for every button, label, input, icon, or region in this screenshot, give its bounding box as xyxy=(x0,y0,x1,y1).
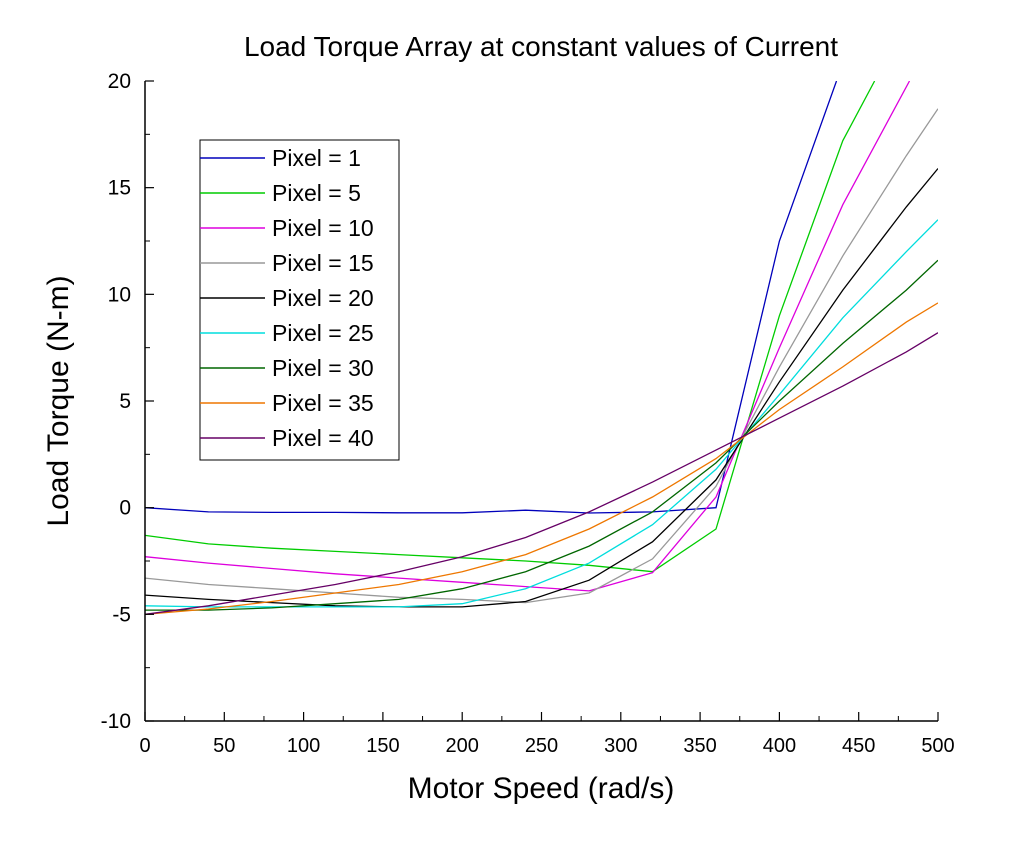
legend-label: Pixel = 20 xyxy=(272,285,374,311)
x-tick-label: 300 xyxy=(604,735,637,757)
y-tick-label: 20 xyxy=(108,70,131,93)
x-tick-label: 350 xyxy=(683,735,716,757)
x-tick-label: 150 xyxy=(366,735,399,757)
chart-title: Load Torque Array at constant values of … xyxy=(244,31,838,62)
series-line-9 xyxy=(145,332,938,615)
y-tick-label: 5 xyxy=(119,390,131,413)
x-tick-label: 500 xyxy=(921,735,954,757)
y-tick-label: 0 xyxy=(119,497,131,520)
legend-label: Pixel = 5 xyxy=(272,180,361,206)
legend-label: Pixel = 35 xyxy=(272,390,374,416)
series-layer xyxy=(145,81,938,615)
legend-label: Pixel = 30 xyxy=(272,355,374,381)
axes-layer: 0 50 100 150 200 250 300 350 400 450 500 -10 -5 0 5 10 1… xyxy=(101,70,955,757)
legend-label: Pixel = 15 xyxy=(272,250,374,276)
x-tick-label: 400 xyxy=(763,735,796,757)
series-line-5 xyxy=(145,168,938,608)
series-line-2 xyxy=(145,81,876,573)
y-tick-label: -10 xyxy=(101,710,131,733)
legend-label: Pixel = 1 xyxy=(272,145,361,171)
legend-label: Pixel = 25 xyxy=(272,320,374,346)
x-axis-label: Motor Speed (rad/s) xyxy=(408,772,675,805)
x-tick-label: 200 xyxy=(446,735,479,757)
x-tick-label: 450 xyxy=(842,735,875,757)
legend-label: Pixel = 40 xyxy=(272,425,374,451)
x-tick-label: 50 xyxy=(213,735,235,757)
x-tick-label: 0 xyxy=(139,735,150,757)
y-axis-label: Load Torque (N-m) xyxy=(42,275,75,526)
series-line-3 xyxy=(145,81,911,592)
legend: Pixel = 1 Pixel = 5 Pixel = 10 Pixel = 15 Pi… xyxy=(199,139,400,461)
series-line-7 xyxy=(145,259,938,611)
x-tick-label: 250 xyxy=(525,735,558,757)
series-line-4 xyxy=(145,108,938,604)
series-line-8 xyxy=(145,302,938,615)
x-tick-label: 100 xyxy=(287,735,320,757)
y-tick-label: -5 xyxy=(112,603,131,626)
y-tick-label: 10 xyxy=(108,283,131,306)
y-tick-label: 15 xyxy=(108,177,131,200)
legend-label: Pixel = 10 xyxy=(272,215,374,241)
